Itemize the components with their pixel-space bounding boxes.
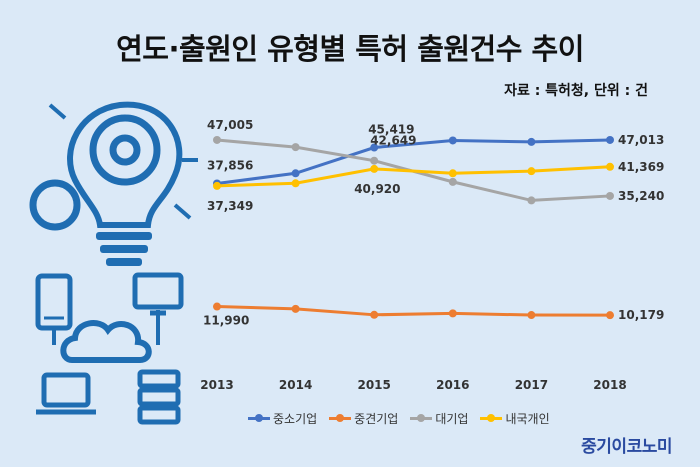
data-label: 40,920 — [354, 182, 400, 196]
legend-label: 대기업 — [435, 412, 469, 426]
series-line — [216, 305, 611, 317]
data-point — [291, 143, 300, 152]
legend-item: 대기업 — [410, 410, 468, 427]
legend-label: 내국개인 — [505, 412, 550, 426]
legend: 중소기업 중견기업 대기업 내국개인 — [248, 410, 550, 427]
legend-swatch — [480, 414, 503, 422]
legend-item: 내국개인 — [480, 410, 550, 427]
server-icon — [137, 369, 181, 425]
data-point — [527, 137, 536, 146]
data-point — [291, 179, 300, 188]
data-point — [606, 311, 614, 320]
data-point — [213, 135, 221, 144]
series-2: 11,990 10,179 — [203, 302, 664, 328]
source-note: 자료 : 특허청, 단위 : 건 — [504, 83, 648, 99]
legend-swatch — [410, 414, 433, 422]
data-point — [291, 304, 300, 313]
legend-label: 중견기업 — [354, 412, 399, 426]
data-point — [370, 164, 379, 173]
x-tick-label: 2013 — [200, 378, 233, 392]
data-point — [448, 169, 457, 178]
data-label: 10,179 — [618, 308, 664, 322]
data-point — [213, 302, 221, 311]
data-label: 41,369 — [618, 160, 664, 174]
page-title: 연도·출원인 유형별 특허 출원건수 추이 — [116, 32, 584, 66]
data-point — [448, 177, 457, 186]
data-point — [606, 191, 614, 200]
legend-item: 중소기업 — [248, 410, 317, 427]
series-3: 47,005 42,649 35,240 — [207, 118, 664, 205]
data-point — [213, 181, 221, 190]
x-tick-label: 2014 — [279, 378, 312, 392]
brand-logo: 중기이코노미 — [581, 437, 672, 457]
legend-swatch — [248, 414, 270, 422]
cloud-icon — [52, 310, 160, 363]
data-point — [606, 162, 614, 171]
lightbulb-gears-icon — [29, 101, 198, 266]
x-tick-label: 2017 — [515, 378, 548, 392]
data-point — [370, 143, 379, 152]
series-4: 37,349 40,920 41,369 — [207, 160, 664, 213]
legend-swatch — [329, 414, 352, 422]
data-point — [448, 136, 457, 145]
data-point — [527, 311, 536, 320]
data-point — [291, 169, 300, 178]
data-label: 37,349 — [207, 199, 253, 213]
data-point — [370, 310, 379, 319]
data-point — [448, 309, 457, 318]
legend-item: 중견기업 — [329, 410, 398, 427]
laptop-icon — [36, 372, 96, 415]
series-line — [216, 165, 611, 188]
x-tick-label: 2016 — [436, 378, 469, 392]
data-label: 37,856 — [207, 158, 253, 172]
data-label: 47,005 — [207, 118, 253, 132]
data-label: 42,649 — [370, 134, 416, 148]
data-point — [527, 167, 536, 176]
data-label: 35,240 — [618, 189, 664, 203]
series-line — [216, 138, 611, 185]
data-point — [527, 196, 536, 205]
data-label: 47,013 — [618, 133, 664, 147]
data-point — [370, 156, 379, 165]
monitor-icon — [132, 272, 184, 316]
data-point — [606, 135, 614, 144]
x-tick-label: 2015 — [357, 378, 390, 392]
smartphone-icon — [35, 273, 73, 331]
legend-label: 중소기업 — [273, 412, 318, 426]
data-label: 11,990 — [203, 314, 249, 328]
data-label: 45,419 — [368, 123, 414, 137]
x-tick-label: 2018 — [593, 378, 626, 392]
